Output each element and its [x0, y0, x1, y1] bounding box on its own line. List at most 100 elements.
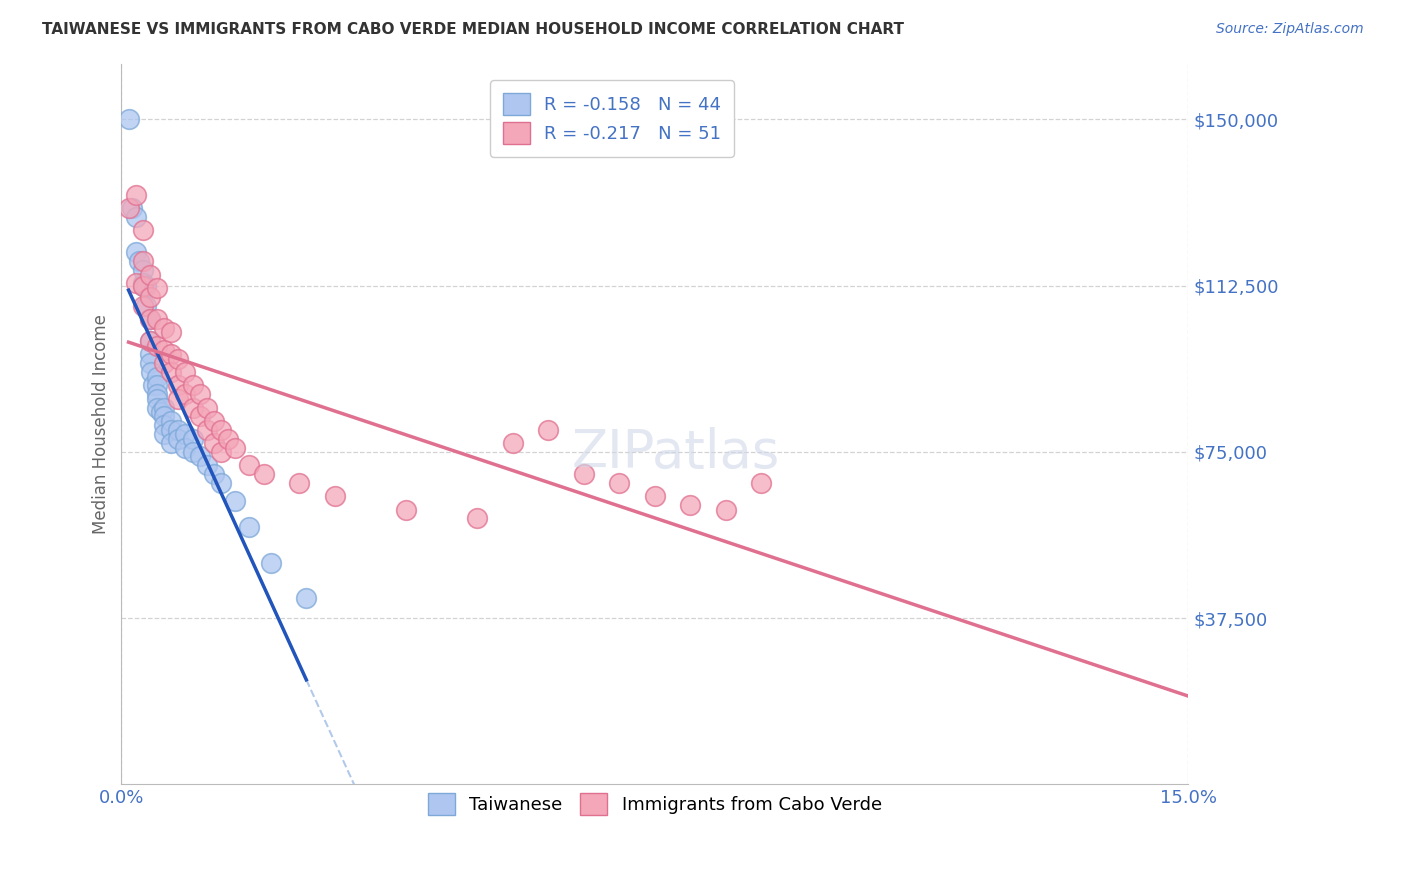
Point	[160, 347, 183, 361]
Point	[188, 387, 211, 401]
Point	[167, 432, 190, 446]
Point	[139, 347, 162, 361]
Point	[153, 321, 176, 335]
Point	[146, 392, 169, 406]
Text: ZIPatlas: ZIPatlas	[572, 427, 780, 479]
Point	[253, 467, 276, 482]
Point	[117, 201, 139, 215]
Point	[751, 475, 773, 490]
Point	[139, 312, 162, 326]
Point	[146, 401, 169, 415]
Point	[288, 475, 311, 490]
Point	[160, 436, 183, 450]
Point	[135, 278, 157, 293]
Point	[132, 299, 155, 313]
Point	[209, 475, 232, 490]
Point	[174, 387, 197, 401]
Point	[260, 556, 283, 570]
Point	[502, 436, 524, 450]
Point	[135, 278, 157, 293]
Point	[238, 520, 260, 534]
Point	[188, 409, 211, 424]
Point	[217, 432, 239, 446]
Point	[202, 414, 225, 428]
Point	[167, 392, 190, 406]
Point	[195, 401, 218, 415]
Point	[139, 290, 162, 304]
Point	[146, 338, 169, 352]
Point	[124, 245, 146, 260]
Point	[607, 475, 630, 490]
Point	[195, 423, 218, 437]
Point	[181, 401, 204, 415]
Point	[132, 254, 155, 268]
Point	[209, 445, 232, 459]
Point	[188, 450, 211, 464]
Point	[181, 432, 204, 446]
Point	[139, 334, 162, 348]
Point	[132, 278, 155, 293]
Point	[139, 334, 162, 348]
Point	[167, 423, 190, 437]
Legend: Taiwanese, Immigrants from Cabo Verde: Taiwanese, Immigrants from Cabo Verde	[416, 782, 893, 826]
Point	[141, 365, 163, 379]
Text: TAIWANESE VS IMMIGRANTS FROM CABO VERDE MEDIAN HOUSEHOLD INCOME CORRELATION CHAR: TAIWANESE VS IMMIGRANTS FROM CABO VERDE …	[42, 22, 904, 37]
Point	[537, 423, 560, 437]
Point	[209, 423, 232, 437]
Text: Source: ZipAtlas.com: Source: ZipAtlas.com	[1216, 22, 1364, 37]
Point	[395, 502, 418, 516]
Point	[160, 365, 183, 379]
Point	[132, 263, 155, 277]
Point	[153, 356, 176, 370]
Point	[121, 201, 143, 215]
Point	[572, 467, 595, 482]
Y-axis label: Median Household Income: Median Household Income	[93, 314, 110, 534]
Point	[174, 441, 197, 455]
Point	[323, 489, 346, 503]
Point	[132, 223, 155, 237]
Point	[202, 467, 225, 482]
Point	[153, 418, 176, 433]
Point	[146, 387, 169, 401]
Point	[128, 254, 150, 268]
Point	[153, 427, 176, 442]
Point	[135, 299, 157, 313]
Point	[139, 268, 162, 282]
Point	[153, 409, 176, 424]
Point	[132, 278, 155, 293]
Point	[153, 343, 176, 357]
Point	[714, 502, 737, 516]
Point	[117, 112, 139, 127]
Point	[295, 591, 318, 606]
Point	[202, 436, 225, 450]
Point	[224, 493, 246, 508]
Point	[132, 277, 155, 291]
Point	[146, 281, 169, 295]
Point	[181, 445, 204, 459]
Point	[167, 378, 190, 392]
Point	[174, 365, 197, 379]
Point	[146, 369, 169, 384]
Point	[679, 498, 702, 512]
Point	[124, 210, 146, 224]
Point	[181, 378, 204, 392]
Point	[174, 427, 197, 442]
Point	[160, 325, 183, 339]
Point	[149, 405, 172, 419]
Point	[153, 401, 176, 415]
Point	[139, 312, 162, 326]
Point	[124, 277, 146, 291]
Point	[644, 489, 666, 503]
Point	[238, 458, 260, 473]
Point	[146, 312, 169, 326]
Point	[146, 378, 169, 392]
Point	[167, 351, 190, 366]
Point	[124, 187, 146, 202]
Point	[465, 511, 488, 525]
Point	[160, 423, 183, 437]
Point	[195, 458, 218, 473]
Point	[142, 378, 165, 392]
Point	[224, 441, 246, 455]
Point	[139, 356, 162, 370]
Point	[160, 414, 183, 428]
